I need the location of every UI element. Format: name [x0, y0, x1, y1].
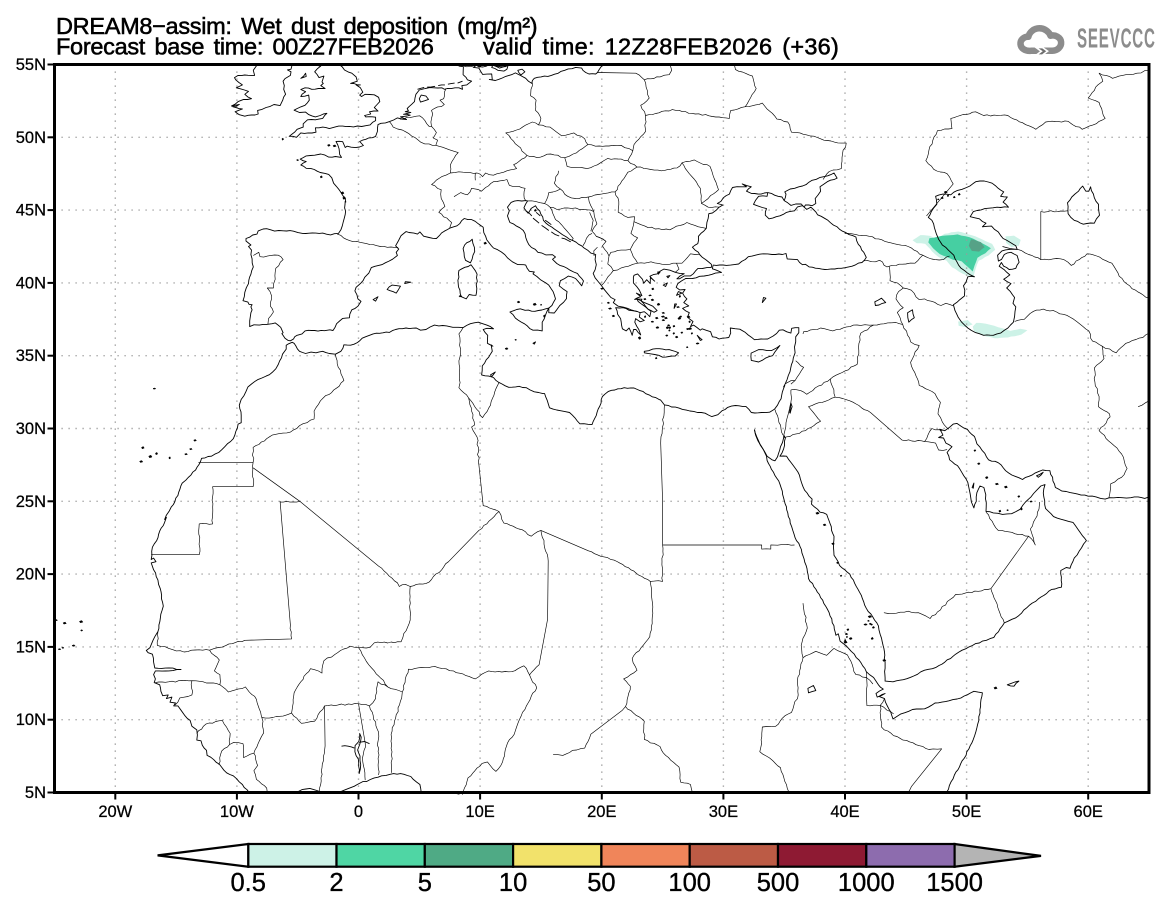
svg-text:1500: 1500	[926, 869, 983, 897]
svg-text:20W: 20W	[98, 803, 132, 821]
svg-text:35N: 35N	[16, 347, 46, 365]
svg-text:40N: 40N	[16, 274, 46, 292]
svg-text:10: 10	[499, 869, 527, 897]
svg-text:Forecast base time: 00Z27FEB20: Forecast base time: 00Z27FEB2026	[56, 34, 434, 60]
svg-text:20E: 20E	[587, 803, 616, 821]
svg-text:500: 500	[757, 869, 800, 897]
svg-text:25N: 25N	[16, 493, 46, 511]
svg-text:50: 50	[587, 869, 615, 897]
svg-text:5N: 5N	[25, 784, 46, 802]
svg-text:2: 2	[329, 869, 343, 897]
svg-text:15N: 15N	[16, 638, 46, 656]
svg-text:1000: 1000	[838, 869, 895, 897]
svg-text:10E: 10E	[465, 803, 494, 821]
svg-text:5: 5	[418, 869, 432, 897]
svg-text:20N: 20N	[16, 566, 46, 584]
svg-text:SEEVCCC: SEEVCCC	[1077, 23, 1156, 54]
svg-text:valid time: 12Z28FEB2026 (+36): valid time: 12Z28FEB2026 (+36)	[483, 34, 839, 60]
svg-text:30E: 30E	[709, 803, 738, 821]
svg-text:10W: 10W	[220, 803, 254, 821]
svg-text:10N: 10N	[16, 711, 46, 729]
svg-text:DREAM8−assim: Wet dust deposit: DREAM8−assim: Wet dust deposition (mg/m²…	[56, 13, 537, 39]
svg-text:45N: 45N	[16, 202, 46, 220]
svg-text:40E: 40E	[830, 803, 859, 821]
svg-text:50N: 50N	[16, 129, 46, 147]
svg-text:0.5: 0.5	[230, 869, 265, 897]
svg-text:60E: 60E	[1074, 803, 1103, 821]
svg-text:100: 100	[668, 869, 711, 897]
svg-text:30N: 30N	[16, 420, 46, 438]
svg-text:0: 0	[354, 803, 363, 821]
svg-text:50E: 50E	[952, 803, 981, 821]
svg-text:55N: 55N	[16, 56, 46, 74]
